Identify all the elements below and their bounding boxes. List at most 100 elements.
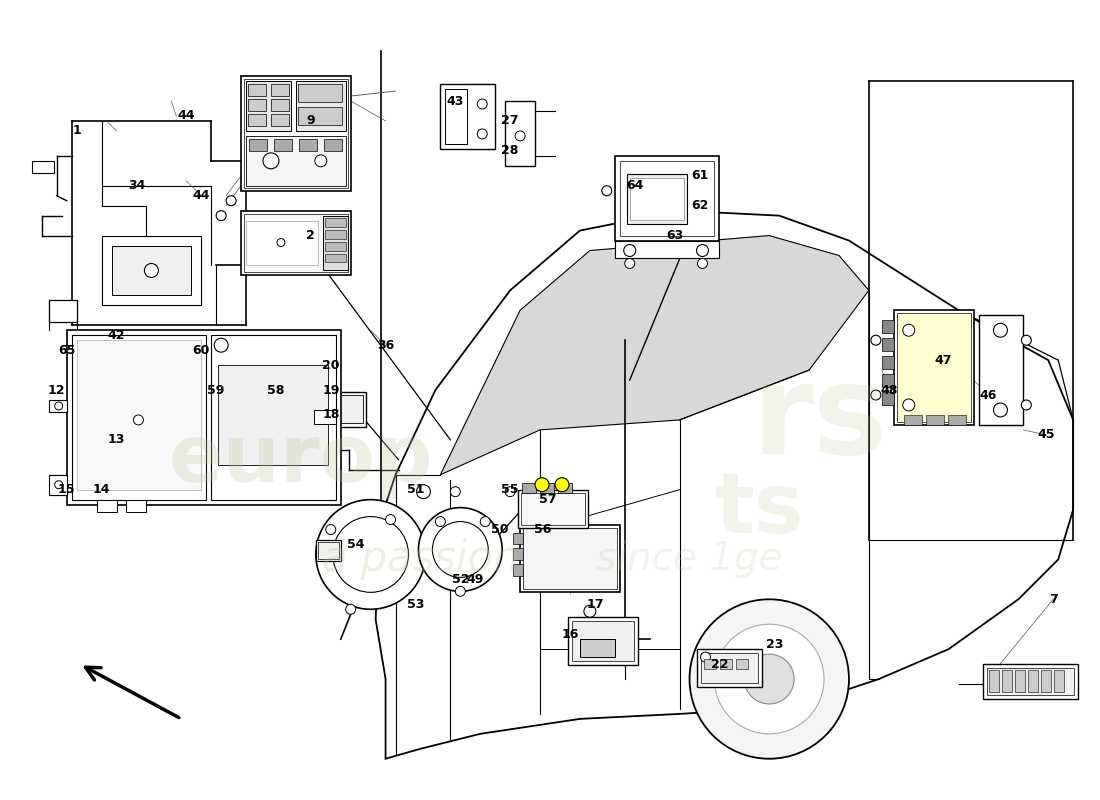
Text: 2: 2 — [307, 229, 316, 242]
Text: since 1ge: since 1ge — [596, 541, 783, 578]
Text: 62: 62 — [691, 199, 708, 212]
Text: 22: 22 — [711, 658, 728, 670]
Bar — [323, 395, 363, 423]
Text: 14: 14 — [92, 483, 110, 496]
Polygon shape — [375, 210, 1074, 758]
Bar — [241, 210, 351, 275]
Circle shape — [306, 357, 316, 367]
Circle shape — [133, 415, 143, 425]
Circle shape — [432, 522, 488, 578]
Circle shape — [624, 245, 636, 257]
Text: 56: 56 — [535, 523, 552, 536]
Text: ts: ts — [715, 469, 804, 550]
Text: 50: 50 — [492, 523, 509, 536]
Bar — [629, 178, 683, 220]
Text: 12: 12 — [48, 383, 66, 397]
Bar — [298, 84, 342, 102]
Circle shape — [214, 338, 228, 352]
Circle shape — [81, 330, 91, 340]
Text: 57: 57 — [539, 493, 557, 506]
Circle shape — [477, 99, 487, 109]
Bar — [324, 218, 345, 226]
Bar — [521, 493, 585, 525]
Bar — [318, 542, 339, 559]
Bar — [249, 139, 267, 151]
Bar — [324, 254, 345, 262]
Circle shape — [993, 403, 1008, 417]
Text: 44: 44 — [177, 110, 195, 122]
Bar — [697, 649, 762, 687]
Bar — [896, 314, 970, 422]
Bar — [1042, 670, 1052, 692]
Bar — [882, 356, 894, 369]
Text: 45: 45 — [1037, 428, 1055, 442]
Bar — [882, 392, 894, 405]
Text: 15: 15 — [58, 483, 76, 496]
Text: 18: 18 — [322, 409, 340, 422]
Bar — [558, 482, 572, 493]
Text: rs: rs — [751, 359, 887, 481]
Text: 55: 55 — [502, 483, 519, 496]
Bar — [522, 482, 536, 493]
Circle shape — [418, 508, 503, 591]
Bar — [241, 76, 351, 190]
Polygon shape — [440, 235, 869, 474]
Text: 9: 9 — [307, 114, 315, 127]
Circle shape — [745, 654, 794, 704]
Circle shape — [584, 606, 596, 618]
Text: 44: 44 — [192, 190, 210, 202]
Circle shape — [714, 624, 824, 734]
Bar — [524, 527, 617, 590]
Circle shape — [436, 517, 446, 526]
Bar — [505, 101, 535, 166]
Bar — [321, 392, 365, 427]
Text: 20: 20 — [322, 358, 340, 372]
Bar — [298, 107, 342, 125]
Text: 19: 19 — [322, 383, 340, 397]
Text: europ: europ — [168, 421, 433, 498]
Bar — [446, 89, 468, 144]
Bar — [572, 622, 634, 661]
Circle shape — [277, 238, 285, 246]
Bar — [983, 664, 1078, 699]
Bar — [540, 482, 554, 493]
Bar — [1002, 670, 1012, 692]
Bar — [32, 161, 54, 173]
Text: 49: 49 — [466, 573, 484, 586]
Bar — [720, 659, 733, 669]
Circle shape — [871, 390, 881, 400]
Bar — [246, 136, 345, 186]
Bar — [67, 330, 341, 505]
Bar — [316, 539, 341, 562]
Text: 28: 28 — [502, 144, 519, 158]
Bar — [1028, 670, 1038, 692]
Bar — [249, 99, 266, 111]
Circle shape — [515, 131, 525, 141]
Text: 54: 54 — [346, 538, 364, 551]
Circle shape — [333, 517, 408, 592]
Bar — [615, 156, 719, 241]
Text: 47: 47 — [935, 354, 953, 366]
Bar — [324, 242, 345, 250]
Bar — [271, 99, 289, 111]
Bar — [990, 670, 1000, 692]
Text: 64: 64 — [626, 179, 644, 192]
Circle shape — [701, 652, 711, 662]
Bar — [513, 549, 524, 561]
Bar — [111, 246, 191, 295]
Bar — [211, 335, 336, 500]
Bar — [299, 139, 317, 151]
Bar — [48, 474, 67, 494]
Text: 65: 65 — [58, 344, 76, 357]
Bar — [323, 139, 342, 151]
Bar — [48, 400, 67, 412]
Circle shape — [417, 485, 430, 498]
Bar — [513, 565, 524, 576]
Text: a passion: a passion — [322, 538, 519, 581]
Circle shape — [602, 186, 612, 196]
Circle shape — [535, 478, 549, 492]
Bar — [246, 81, 290, 131]
Text: 1: 1 — [73, 125, 81, 138]
Text: 43: 43 — [447, 94, 464, 107]
Bar — [271, 84, 289, 96]
